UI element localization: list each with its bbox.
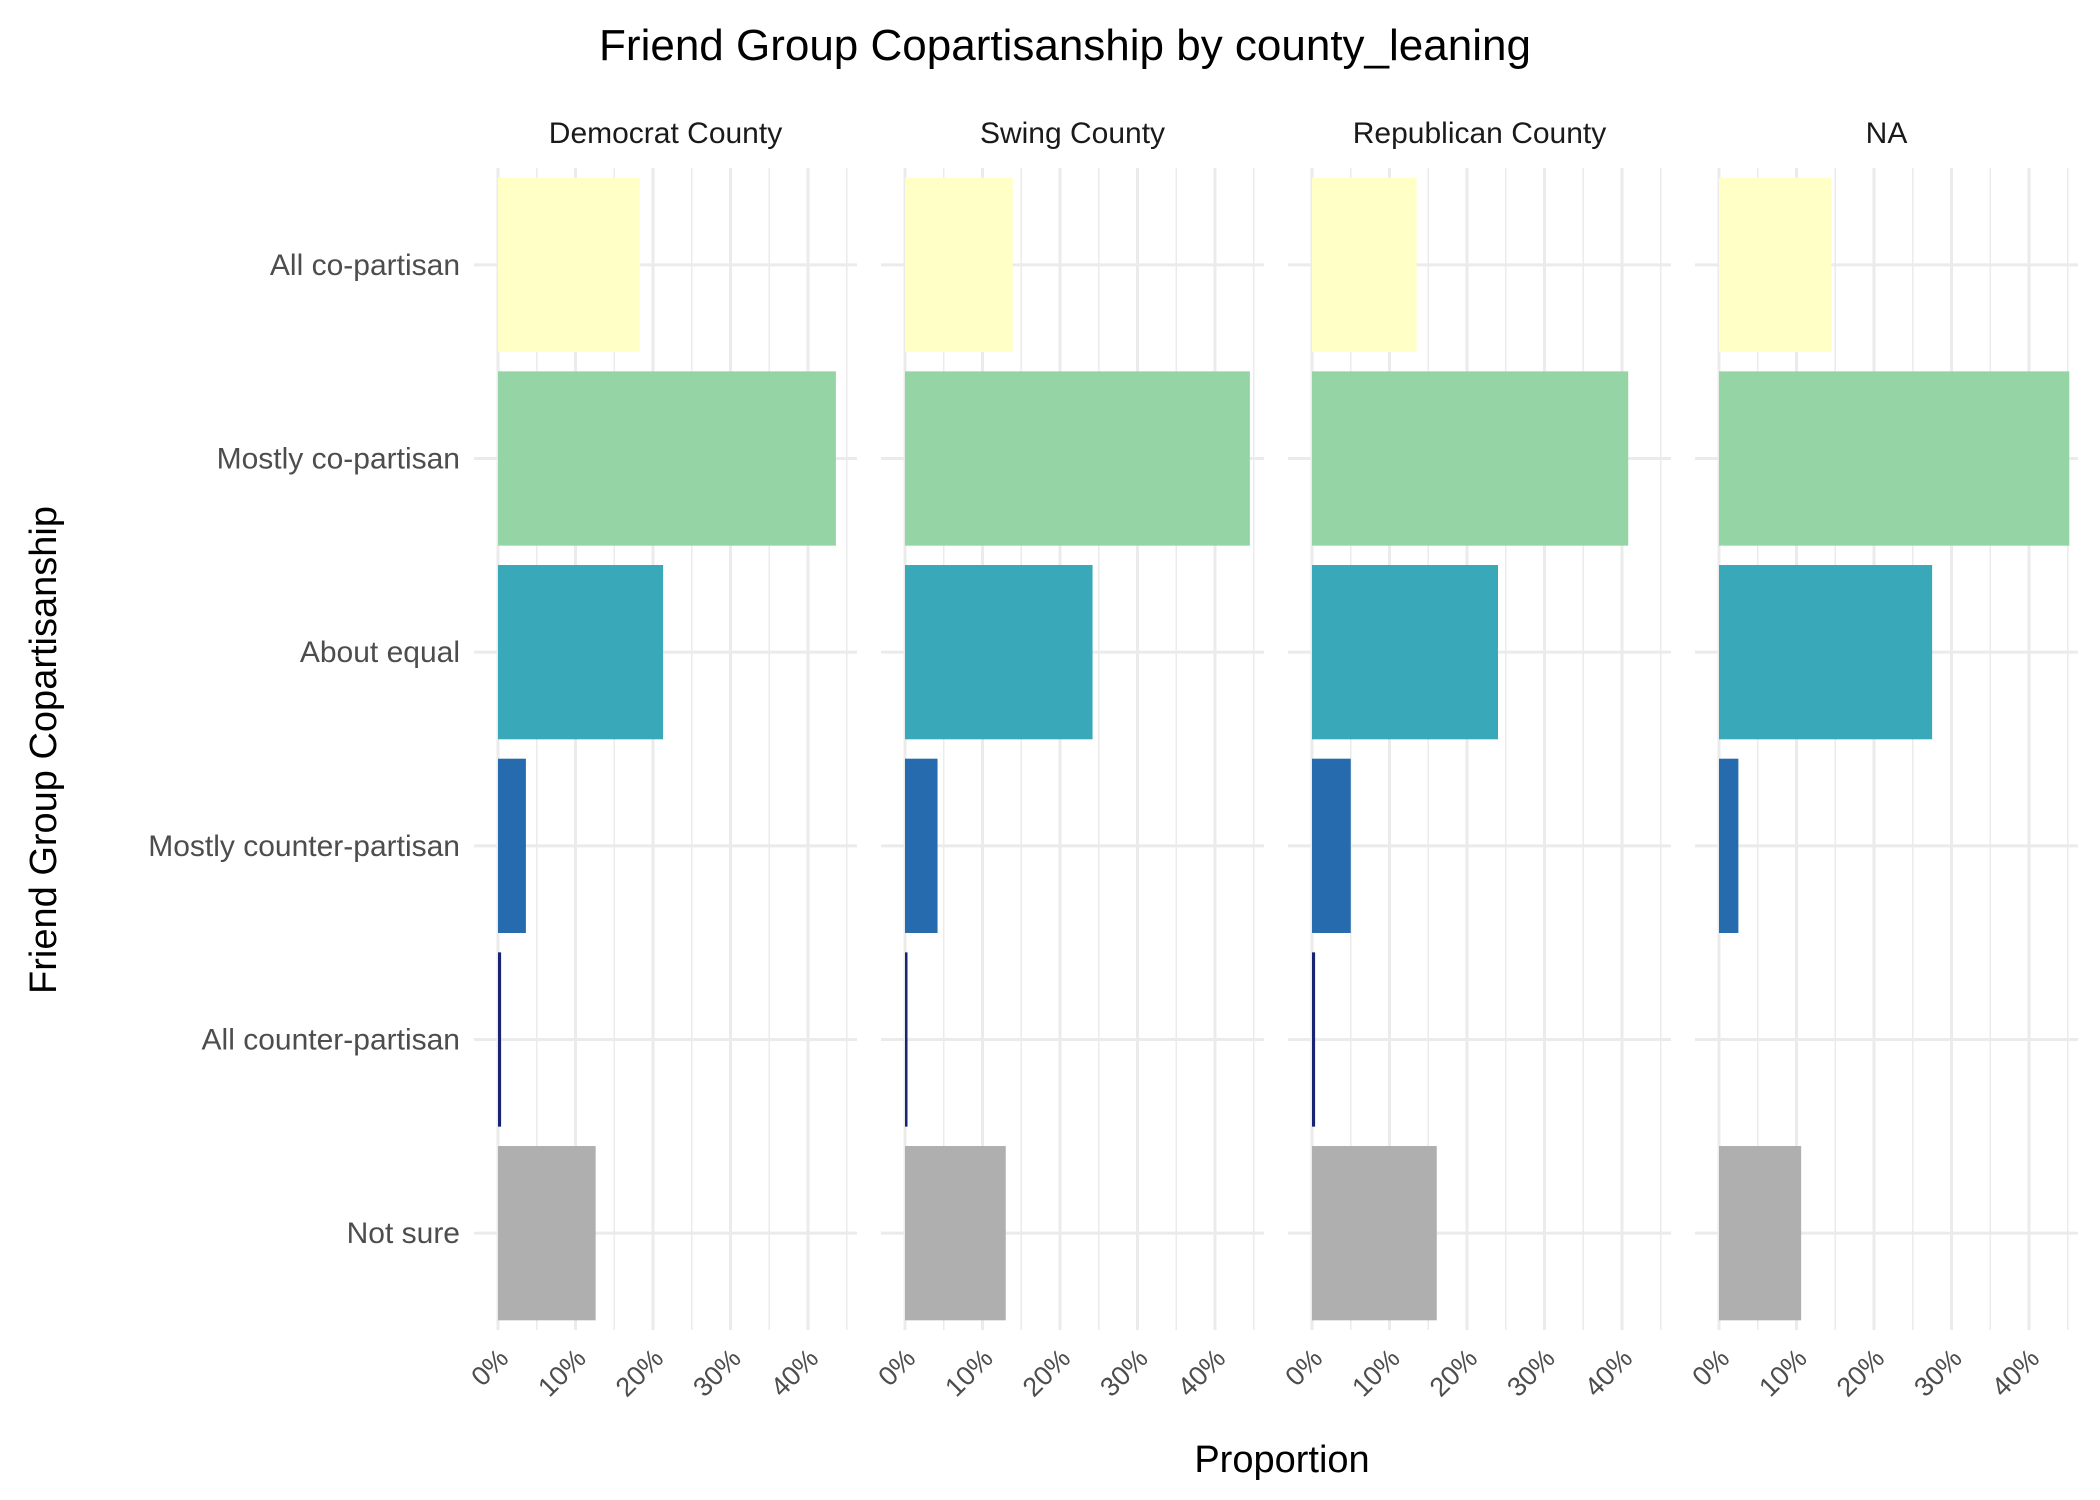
bar-republican-county-mostly-co-partisan	[1312, 371, 1629, 546]
bar-swing-county-not-sure	[905, 1146, 1006, 1321]
x-tick-label: 0%	[465, 1343, 514, 1392]
facet-panel-democrat-county: Democrat County 0% 10% 20% 30% 40%	[465, 117, 857, 1402]
bar-republican-county-all-counter-partisan	[1312, 952, 1316, 1127]
facet-panel-republican-county: Republican County 0% 10% 20% 30% 40%	[1279, 117, 1671, 1402]
x-tick-label: 20%	[1831, 1343, 1890, 1402]
category-label-all-co-partisan: All co-partisan	[270, 249, 460, 282]
x-tick-label: 40%	[1172, 1343, 1231, 1402]
facet-strip-label: NA	[1866, 117, 1908, 150]
x-tick-label: 20%	[1424, 1343, 1483, 1402]
category-label-not-sure: Not sure	[347, 1217, 460, 1250]
bar-swing-county-all-counter-partisan	[905, 952, 908, 1127]
bar-na-mostly-counter-partisan	[1719, 758, 1739, 933]
chart-title: Friend Group Copartisanship by county_le…	[599, 21, 1531, 70]
x-tick-label: 10%	[1753, 1343, 1812, 1402]
facet-panel-swing-county: Swing County 0% 10% 20% 30% 40%	[872, 117, 1264, 1402]
bar-democrat-county-about-equal	[498, 565, 664, 740]
x-tick-label: 0%	[1279, 1343, 1328, 1392]
x-tick-label: 30%	[1908, 1343, 1967, 1402]
bar-democrat-county-not-sure	[498, 1146, 596, 1321]
bar-swing-county-about-equal	[905, 565, 1093, 740]
x-tick-label: 30%	[1501, 1343, 1560, 1402]
x-tick-label: 40%	[765, 1343, 824, 1402]
x-tick-label: 10%	[939, 1343, 998, 1402]
category-label-mostly-co-partisan: Mostly co-partisan	[217, 443, 460, 476]
category-label-all-counter-partisan: All counter-partisan	[202, 1024, 460, 1057]
x-tick-label: 0%	[872, 1343, 921, 1392]
facet-strip-label: Swing County	[980, 117, 1165, 150]
bar-republican-county-mostly-counter-partisan	[1312, 758, 1351, 933]
bar-swing-county-all-co-partisan	[905, 177, 1013, 352]
y-axis-title: Friend Group Copartisanship	[23, 506, 65, 994]
bar-republican-county-not-sure	[1312, 1146, 1437, 1321]
x-tick-label: 40%	[1986, 1343, 2045, 1402]
bar-democrat-county-mostly-co-partisan	[498, 371, 836, 546]
facet-panel-na: NA 0% 10% 20% 30% 40%	[1686, 117, 2078, 1402]
bar-swing-county-mostly-counter-partisan	[905, 758, 938, 933]
x-axis-title: Proportion	[1194, 1439, 1369, 1481]
bar-na-about-equal	[1719, 565, 1933, 740]
y-axis-category-labels: All co-partisan Mostly co-partisan About e…	[148, 249, 460, 1250]
facet-strip-label: Republican County	[1353, 117, 1607, 150]
bar-democrat-county-all-counter-partisan	[498, 952, 502, 1127]
bar-democrat-county-all-co-partisan	[498, 177, 640, 352]
x-tick-label: 40%	[1579, 1343, 1638, 1402]
bar-na-not-sure	[1719, 1146, 1802, 1321]
bar-democrat-county-mostly-counter-partisan	[498, 758, 526, 933]
category-label-about-equal: About equal	[300, 636, 460, 669]
facet-strip-label: Democrat County	[549, 117, 782, 150]
bar-republican-county-all-co-partisan	[1312, 177, 1417, 352]
x-tick-label: 0%	[1686, 1343, 1735, 1392]
x-tick-label: 30%	[1094, 1343, 1153, 1402]
x-tick-label: 30%	[687, 1343, 746, 1402]
x-tick-label: 20%	[610, 1343, 669, 1402]
bar-na-all-co-partisan	[1719, 177, 1832, 352]
category-label-mostly-counter-partisan: Mostly counter-partisan	[148, 830, 460, 863]
x-tick-label: 10%	[1346, 1343, 1405, 1402]
bar-republican-county-about-equal	[1312, 565, 1498, 740]
x-tick-label: 20%	[1017, 1343, 1076, 1402]
bar-na-mostly-co-partisan	[1719, 371, 2070, 546]
x-tick-label: 10%	[532, 1343, 591, 1402]
bar-swing-county-mostly-co-partisan	[905, 371, 1250, 546]
